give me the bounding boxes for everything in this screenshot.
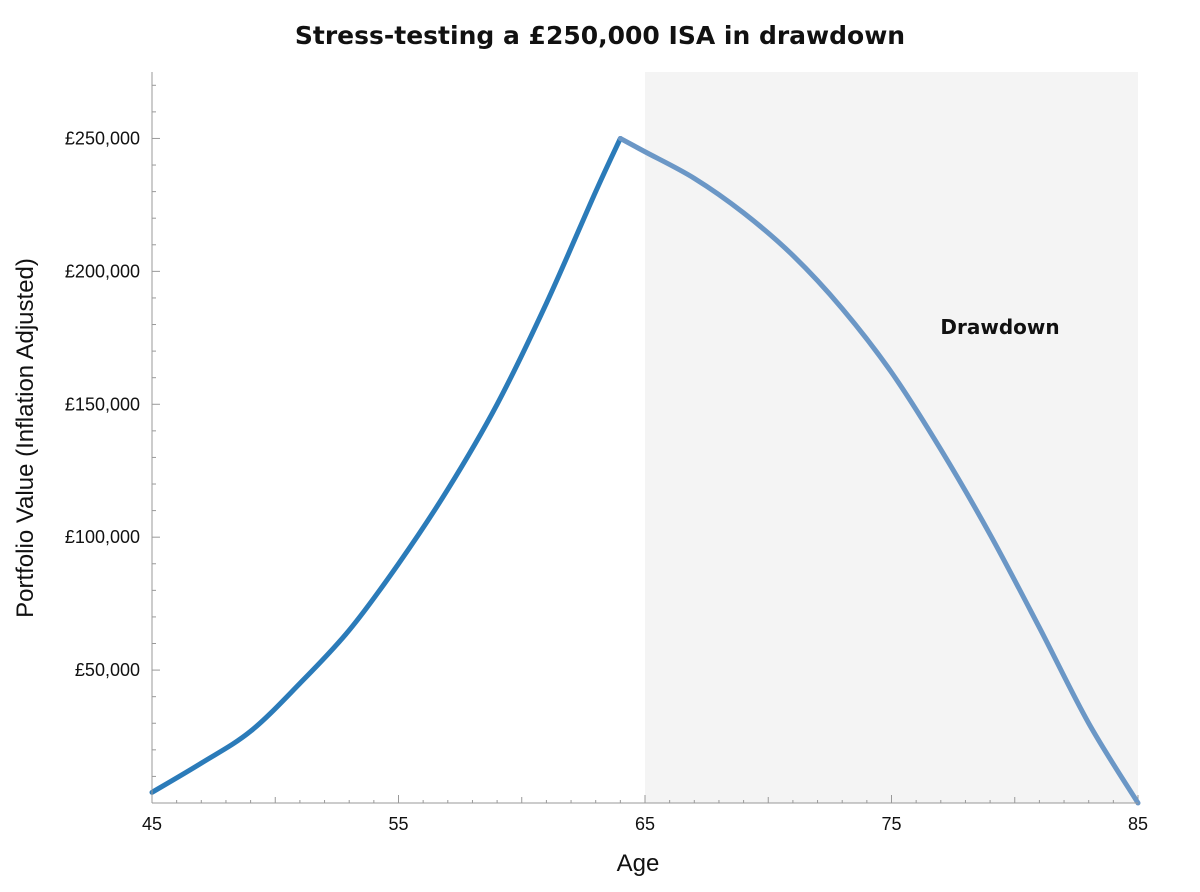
y-tick-label: £100,000 [65,527,140,547]
x-axis-title: Age [617,850,660,877]
chart-title: Stress-testing a £250,000 ISA in drawdow… [295,21,905,50]
y-axis-ticks: £50,000 £100,000 £150,000 £200,000 £250,000 [65,84,160,777]
x-tick-label: 85 [1128,814,1148,834]
x-tick-label: 65 [635,814,655,834]
y-tick-label: £150,000 [65,394,140,414]
drawdown-region [645,72,1138,803]
drawdown-label: Drawdown [940,315,1059,339]
x-axis-ticks: 45 55 65 75 85 [142,795,1148,834]
plot-lines [149,135,1141,806]
y-tick-label: £50,000 [75,660,140,680]
y-tick-label: £250,000 [65,128,140,148]
y-axis-title: Portfolio Value (Inflation Adjusted) [12,258,39,618]
y-tick-label: £200,000 [65,261,140,281]
accumulation-line [149,135,623,795]
drawdown-line [617,135,1141,806]
x-tick-label: 55 [388,814,408,834]
x-tick-label: 75 [881,814,901,834]
x-tick-label: 45 [142,814,162,834]
